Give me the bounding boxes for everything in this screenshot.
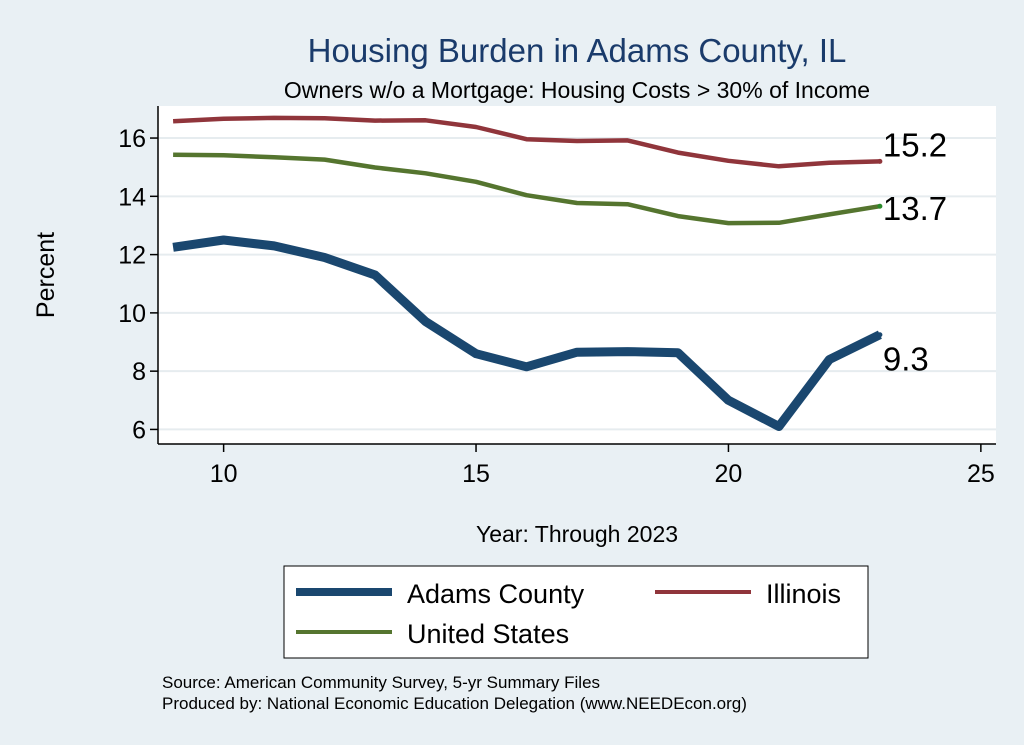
legend-label-united-states: United States xyxy=(407,619,569,649)
series-line-adams-county xyxy=(172,235,882,431)
series-line-united-states xyxy=(173,152,881,226)
y-axis-label: Percent xyxy=(32,232,60,318)
produced-by-note: Produced by: National Economic Education… xyxy=(162,694,747,713)
end-label-united-states: 13.7 xyxy=(883,190,947,227)
end-label-adams-county: 9.3 xyxy=(883,341,929,378)
legend-label-adams-county: Adams County xyxy=(407,579,585,609)
y-tick-label-10: 10 xyxy=(118,300,146,328)
y-tick-label-14: 14 xyxy=(118,183,146,211)
legend-label-illinois: Illinois xyxy=(766,579,841,609)
y-tick-label-8: 8 xyxy=(132,358,146,386)
series-end-point-adams-county xyxy=(877,332,883,338)
series-line-illinois xyxy=(172,115,880,169)
x-tick-label-10: 10 xyxy=(210,460,238,488)
x-axis-label: Year: Through 2023 xyxy=(476,521,678,547)
series-end-point-united-states xyxy=(877,203,883,209)
y-tick-label-6: 6 xyxy=(132,416,146,444)
y-tick-label-16: 16 xyxy=(118,125,146,153)
series-group: 9.3 15.2 13.7 xyxy=(172,115,947,431)
chart-title: Housing Burden in Adams County, IL xyxy=(308,32,847,69)
end-label-illinois: 15.2 xyxy=(883,126,947,163)
x-tick-label-25: 25 xyxy=(967,460,995,488)
x-tick-label-20: 20 xyxy=(715,460,743,488)
source-note: Source: American Community Survey, 5-yr … xyxy=(162,673,600,692)
series-end-point-illinois xyxy=(877,158,883,164)
chart-subtitle: Owners w/o a Mortgage: Housing Costs > 3… xyxy=(284,77,870,103)
legend-box xyxy=(283,565,869,659)
x-tick-label-15: 15 xyxy=(462,460,490,488)
y-tick-label-12: 12 xyxy=(118,242,146,270)
axes: 6 8 10 12 14 16 10 15 20 25 xyxy=(118,106,996,488)
